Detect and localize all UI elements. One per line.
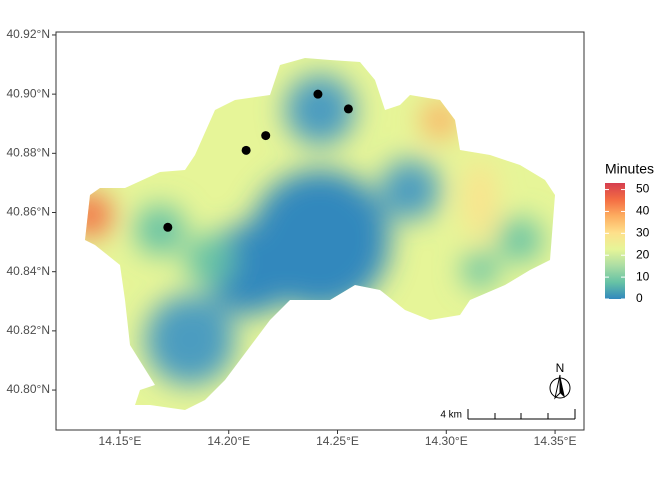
facility-point bbox=[313, 89, 323, 99]
x-tick-label: 14.20°E bbox=[207, 434, 250, 448]
north-label: N bbox=[556, 361, 565, 375]
y-tick-label: 40.82°N bbox=[7, 323, 51, 337]
facility-point bbox=[241, 145, 251, 155]
legend-tick-label: 20 bbox=[636, 247, 650, 261]
y-tick-label: 40.92°N bbox=[7, 27, 51, 41]
legend-tick-label: 50 bbox=[636, 182, 650, 196]
x-tick-label: 14.15°E bbox=[99, 434, 142, 448]
legend-tick-label: 30 bbox=[636, 226, 650, 240]
facility-point bbox=[343, 104, 353, 114]
facility-point bbox=[163, 222, 173, 232]
legend-tick-label: 0 bbox=[636, 291, 643, 305]
x-tick-label: 14.35°E bbox=[534, 434, 577, 448]
y-tick-label: 40.80°N bbox=[7, 382, 51, 396]
x-tick-label: 14.25°E bbox=[316, 434, 359, 448]
colorbar bbox=[605, 183, 625, 299]
x-tick-label: 14.30°E bbox=[425, 434, 468, 448]
facility-point bbox=[261, 131, 271, 141]
y-tick-label: 40.90°N bbox=[7, 86, 51, 100]
scale-label: 4 km bbox=[440, 410, 462, 421]
legend-tick-label: 40 bbox=[636, 204, 650, 218]
y-tick-label: 40.86°N bbox=[7, 205, 51, 219]
legend-title: Minutes bbox=[605, 161, 654, 177]
y-tick-label: 40.84°N bbox=[7, 264, 51, 278]
north-arrow: N bbox=[549, 361, 571, 400]
scale-bar bbox=[467, 409, 576, 420]
legend-tick-label: 10 bbox=[636, 269, 650, 283]
y-tick-label: 40.88°N bbox=[7, 145, 51, 159]
